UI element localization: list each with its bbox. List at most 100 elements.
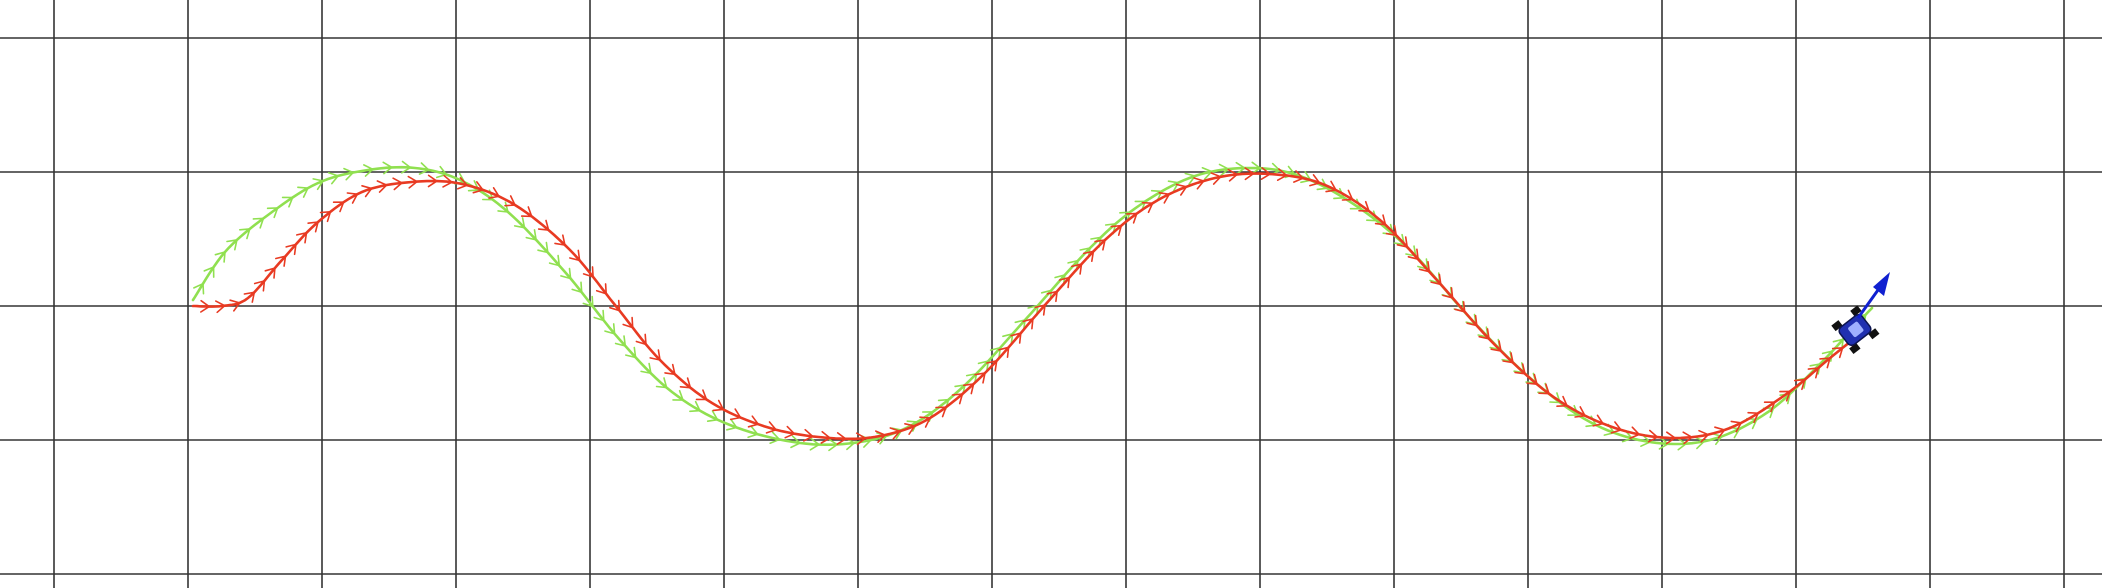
reference-trajectory-arrow: [214, 250, 226, 263]
actual-trajectory-arrow: [200, 299, 211, 313]
reference-trajectory-arrow: [537, 241, 549, 254]
actual-trajectory-arrow: [1158, 192, 1171, 204]
reference-trajectory-arrow: [809, 437, 821, 451]
actual-trajectory-arrow: [319, 210, 332, 223]
actual-trajectory-arrow: [919, 416, 932, 428]
actual-trajectory-arrow: [582, 266, 594, 279]
reference-trajectory-arrow: [1809, 363, 1821, 375]
reference-trajectory-arrow: [1658, 436, 1670, 450]
reference-trajectory-arrow: [640, 362, 652, 375]
actual-trajectory-arrow: [1526, 373, 1539, 386]
actual-trajectory-arrow: [820, 430, 832, 444]
actual-trajectory-arrow: [554, 234, 566, 246]
actual-trajectory-arrow: [1110, 224, 1123, 236]
reference-trajectory-arrow: [614, 335, 627, 347]
actual-trajectory-arrow: [264, 267, 276, 279]
actual-trajectory-arrow: [1502, 352, 1515, 364]
actual-trajectory-arrow: [1082, 250, 1095, 262]
actual-trajectory-arrow: [361, 185, 373, 198]
actual-trajectory-arrow: [1592, 414, 1605, 427]
actual-trajectory-arrow: [1793, 378, 1806, 391]
actual-trajectory-arrow: [1071, 263, 1083, 275]
actual-trajectory-arrow: [442, 174, 454, 188]
actual-trajectory-arrow: [664, 363, 676, 376]
actual-trajectory-arrow: [1807, 367, 1820, 379]
reference-trajectory-arrow: [525, 229, 538, 241]
actual-trajectory-arrow: [1022, 317, 1034, 330]
reference-trajectory-arrow: [401, 160, 412, 174]
actual-trajectory-arrow: [1478, 328, 1490, 340]
actual-trajectory-arrow: [622, 316, 634, 329]
reference-trajectory-arrow: [672, 389, 685, 401]
actual-trajectory-arrow: [889, 427, 902, 440]
actual-trajectory-arrow: [1094, 239, 1107, 251]
reference-trajectory-arrow: [571, 281, 583, 294]
actual-trajectory-arrow: [1046, 290, 1059, 303]
actual-trajectory-arrow: [904, 423, 916, 435]
reference-trajectory-arrow: [1640, 434, 1652, 447]
reference-trajectory-arrow: [193, 282, 205, 295]
reference-trajectory-arrow: [906, 420, 919, 432]
actual-trajectory-arrow: [935, 406, 948, 418]
reference-trajectory-arrow: [1694, 436, 1706, 450]
reference-trajectory-arrow: [266, 207, 279, 219]
actual-trajectory-arrow: [253, 279, 266, 292]
actual-trajectory-arrow: [679, 377, 692, 389]
reference-trajectory-arrow: [769, 431, 781, 444]
actual-trajectory-arrow: [765, 421, 778, 434]
robot-wheel: [1868, 328, 1880, 340]
actual-trajectory-arrow: [488, 187, 501, 199]
actual-trajectory-arrow: [275, 255, 287, 267]
actual-trajectory-arrow: [1418, 261, 1431, 273]
actual-trajectory-arrow: [803, 428, 815, 442]
reference-trajectory-arrow: [790, 435, 802, 449]
reference-trajectory-arrow: [1567, 404, 1580, 416]
actual-trajectory-arrow: [729, 408, 742, 421]
actual-trajectory-arrow: [427, 174, 439, 188]
actual-trajectory-arrow: [747, 415, 760, 428]
actual-trajectory-arrow: [962, 382, 975, 395]
actual-trajectory-arrow: [1193, 177, 1206, 190]
actual-trajectory-arrow: [1141, 201, 1154, 214]
actual-trajectory-arrow: [537, 219, 550, 232]
actual-trajectory-arrow: [1779, 390, 1792, 402]
reference-trajectory-arrow: [1201, 167, 1214, 180]
heading-arrow-head: [1873, 272, 1890, 296]
reference-trajectory-arrow: [1251, 161, 1262, 175]
actual-trajectory-arrow: [998, 346, 1010, 358]
actual-trajectory-arrow: [1293, 170, 1305, 183]
actual-trajectory-arrow: [695, 389, 708, 401]
reference-trajectory-arrow: [989, 346, 1002, 359]
reference-trajectory-arrow: [343, 167, 355, 181]
actual-trajectory-arrow: [1730, 420, 1743, 433]
reference-trajectory-arrow: [226, 238, 238, 251]
car-robot-icon: [1831, 272, 1890, 355]
reference-trajectory-arrow: [726, 418, 738, 431]
reference-trajectory-arrow: [436, 165, 448, 179]
actual-trajectory-arrow: [1210, 172, 1222, 185]
actual-trajectory-arrow: [1647, 429, 1659, 443]
reference-trajectory-arrow: [1711, 432, 1724, 446]
reference-trajectory-arrow: [382, 161, 394, 175]
actual-trajectory-arrow: [1341, 189, 1354, 201]
actual-trajectory-arrow: [504, 195, 517, 207]
reference-trajectory-arrow: [513, 217, 526, 229]
actual-trajectory-arrow: [346, 192, 359, 204]
actual-trajectory-arrow: [1490, 340, 1503, 352]
actual-trajectory-arrow: [1466, 314, 1478, 327]
actual-trajectory-arrow: [1227, 168, 1239, 182]
actual-trajectory-arrow: [457, 177, 469, 190]
actual-trajectory-arrow: [285, 243, 297, 256]
reference-trajectory-arrow: [747, 425, 759, 439]
actual-trajectory-arrow: [1358, 200, 1371, 212]
actual-trajectory-arrow: [595, 283, 608, 295]
actual-trajectory: [191, 167, 1857, 446]
actual-trajectory-arrow: [307, 221, 320, 233]
actual-trajectory-arrow: [1610, 421, 1623, 434]
actual-trajectory-arrow: [215, 300, 227, 314]
reference-trajectory-arrow: [1134, 200, 1147, 212]
actual-trajectory-arrow: [1714, 426, 1726, 439]
reference-trajectory-arrow: [625, 346, 637, 359]
actual-trajectory-arrow: [784, 425, 796, 439]
